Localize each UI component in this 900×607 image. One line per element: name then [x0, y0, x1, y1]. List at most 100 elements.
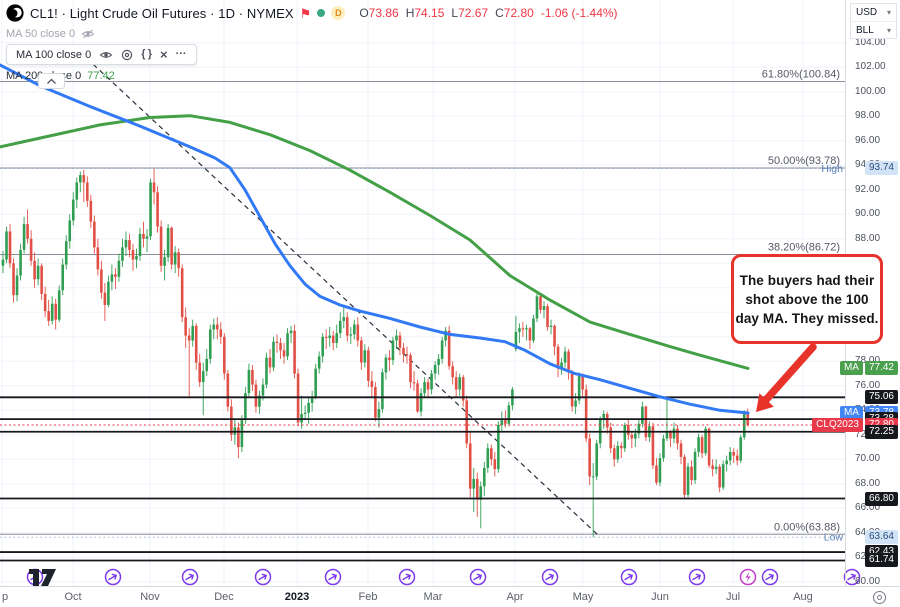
price-chart-canvas[interactable]: 61.80%(100.84) 50.00%(93.78) 38.20%(86.72)…	[0, 0, 900, 586]
candle-body	[644, 406, 648, 438]
legend-collapse-button[interactable]	[38, 73, 65, 89]
symbol-title[interactable]: CL1! · Light Crude Oil Futures · 1D · NY…	[30, 5, 294, 21]
close-value: 72.80	[503, 6, 534, 20]
candle-body	[641, 406, 644, 424]
candle-body	[107, 281, 110, 305]
candle-body	[574, 400, 577, 407]
candle-body	[124, 240, 128, 248]
unit-selector[interactable]: BLL ▾	[851, 21, 896, 38]
time-tick-label: Aug	[793, 591, 813, 603]
eye-off-icon[interactable]	[81, 29, 95, 39]
candle-body	[454, 377, 458, 390]
candle-body	[412, 382, 416, 384]
ma-line	[0, 63, 750, 415]
ohlc-values: O73.86 H74.15 L72.67 C72.80 -1.06 (-1.44…	[359, 6, 618, 20]
axis-price-badge: MA 77.42	[839, 361, 898, 376]
time-axis[interactable]: p Oct Nov Dec 2023 Feb Mar Apr May Jun Jul Aug	[0, 586, 900, 607]
candle-body	[690, 466, 693, 481]
candle-body	[8, 231, 12, 264]
candle-body	[237, 427, 240, 448]
candle-body	[735, 455, 739, 461]
indicator-row-ma100[interactable]: MA 100 close 0 { } × ···	[6, 44, 197, 65]
currency-value: USD	[856, 7, 878, 18]
badge-prefix: MA	[839, 361, 863, 376]
price-tick-label: 100.00	[855, 85, 886, 97]
candle-body	[145, 236, 149, 239]
annotation-line: day MA. They missed.	[735, 310, 879, 326]
candle-body	[714, 466, 718, 470]
flag-icon[interactable]: ⚑	[299, 5, 312, 21]
candle-body	[177, 252, 180, 269]
candle-body	[472, 478, 476, 489]
candle-body	[367, 350, 370, 381]
candle-body	[612, 448, 616, 460]
candle-body	[395, 335, 398, 341]
candle-body	[71, 199, 75, 221]
annotation-note[interactable]: The buyers had their shot above the 100 …	[731, 254, 883, 344]
candle-body	[159, 226, 163, 266]
candle-body	[444, 330, 447, 341]
chevron-down-icon: ▾	[886, 25, 891, 35]
candle-body	[265, 357, 268, 385]
time-tick-label: Oct	[64, 591, 82, 603]
eye-icon[interactable]	[99, 50, 113, 60]
candle-body	[100, 269, 103, 293]
badge-value: 63.64	[864, 530, 898, 545]
candle-body	[142, 233, 145, 239]
candle-body	[602, 413, 606, 421]
candle-body	[279, 342, 282, 351]
annotation-line: The buyers had their	[739, 272, 875, 288]
badge-value: 61.74	[864, 553, 898, 568]
indicator-row-ma50[interactable]: MA 50 close 0	[6, 26, 618, 41]
price-tick-label: 68.00	[855, 477, 881, 489]
candle-body	[15, 275, 19, 296]
candle-body	[447, 330, 451, 367]
candle-body	[226, 373, 230, 407]
candle-body	[349, 334, 353, 336]
time-axis-settings-icon[interactable]	[873, 591, 886, 604]
badge-value: 66.80	[864, 491, 898, 506]
candle-body	[43, 293, 47, 312]
candle-body	[384, 357, 388, 373]
candle-body	[490, 448, 493, 460]
candle-body	[584, 389, 588, 439]
price-tick-label: 76.00	[855, 379, 881, 391]
candle-body	[409, 355, 412, 383]
candle-body	[230, 406, 233, 435]
candle-body	[437, 358, 440, 365]
candle-body	[433, 364, 437, 374]
candle-body	[335, 333, 339, 343]
more-options-icon[interactable]: ···	[175, 48, 187, 60]
candle-body	[497, 425, 500, 470]
candle-body	[553, 325, 556, 347]
settings-icon[interactable]	[121, 49, 133, 61]
candle-body	[36, 265, 40, 280]
candle-body	[40, 265, 43, 294]
candle-body	[679, 443, 683, 457]
badge-value: 77.42	[864, 361, 898, 376]
candle-body	[669, 432, 672, 439]
candle-body	[356, 324, 360, 341]
candle-body	[68, 220, 72, 242]
delayed-data-badge[interactable]: D	[331, 6, 346, 20]
candle-body	[1, 259, 5, 266]
remove-icon[interactable]: ×	[159, 47, 168, 62]
time-tick-label: Apr	[506, 591, 524, 603]
candle-body	[57, 290, 61, 320]
candle-body	[539, 296, 542, 310]
candle-body	[75, 182, 79, 200]
candle-body	[353, 324, 356, 335]
candle-body	[627, 425, 630, 435]
currency-selector[interactable]: USD ▾	[851, 4, 896, 21]
candle-body	[493, 459, 497, 470]
candle-body	[609, 427, 613, 449]
source-code-icon[interactable]: { }	[141, 48, 152, 60]
candle-body	[293, 330, 296, 374]
candle-body	[402, 347, 405, 354]
indicator-row-ma200[interactable]: MA 200 close 0 77.42	[6, 68, 618, 83]
price-tick-label: 78.00	[855, 355, 880, 366]
candle-body	[82, 175, 86, 183]
candle-body	[419, 393, 423, 412]
candle-body	[732, 451, 736, 456]
time-tick-label: Jul	[725, 591, 741, 603]
